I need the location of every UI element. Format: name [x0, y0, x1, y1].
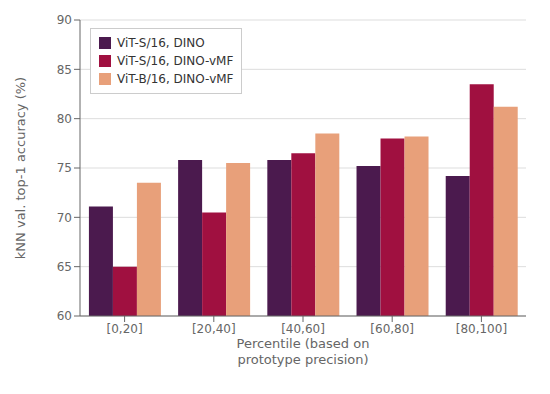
svg-text:80: 80 [57, 112, 72, 126]
svg-text:85: 85 [57, 63, 72, 77]
svg-text:[40,60]: [40,60] [281, 322, 325, 336]
svg-text:[80,100]: [80,100] [456, 322, 507, 336]
svg-text:65: 65 [57, 260, 72, 274]
svg-text:75: 75 [57, 161, 72, 175]
html-text:ViT-B/16, DINO-vMF: ViT-B/16, DINO-vMF [117, 72, 234, 86]
svg-text:60: 60 [57, 309, 72, 323]
html-text:ViT-S/16, DINO: ViT-S/16, DINO [117, 36, 205, 50]
svg-text:Percentile (based onprototype: Percentile (based onprototype precision) [237, 336, 370, 367]
svg-text:[60,80]: [60,80] [370, 322, 414, 336]
svg-text:[0,20]: [0,20] [107, 322, 143, 336]
svg-text:70: 70 [57, 211, 72, 225]
svg-text:90: 90 [57, 13, 72, 27]
svg-text:[20,40]: [20,40] [192, 322, 236, 336]
html-text:ViT-S/16, DINO-vMF: ViT-S/16, DINO-vMF [117, 54, 234, 68]
svg-text:kNN val. top-1 accuracy (%): kNN val. top-1 accuracy (%) [13, 77, 28, 259]
